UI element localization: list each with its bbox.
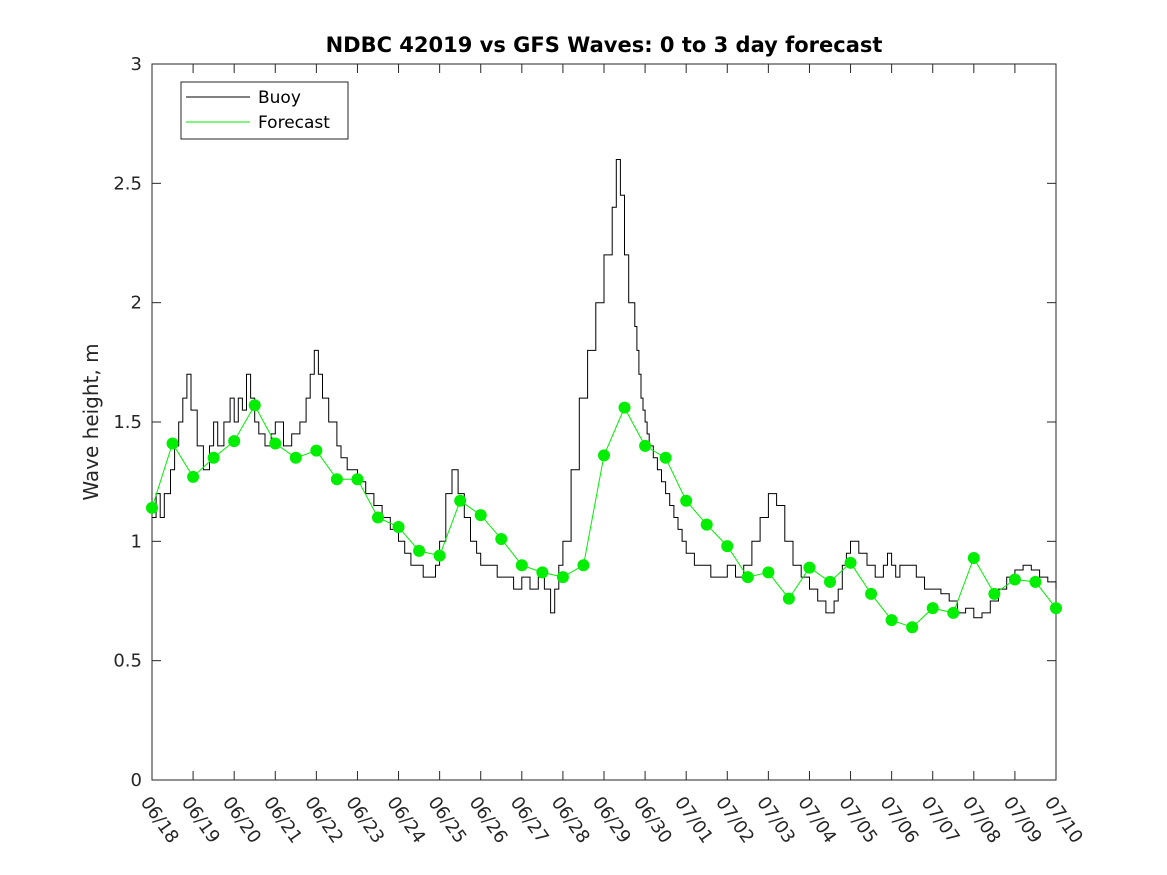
forecast-point-15: [454, 494, 467, 507]
legend-box: [180, 81, 349, 140]
legend: Buoy Forecast: [180, 81, 349, 140]
forecast-point-32: [803, 561, 816, 574]
series-line-buoy: [152, 159, 1057, 619]
forecast-point-18: [515, 559, 528, 572]
y-tick-label-2: 1: [131, 531, 142, 552]
forecast-point-17: [495, 532, 508, 545]
y-axis: 0 0.5 1 1.5 2 2.5 3: [113, 54, 1056, 791]
y-tick-label-1: 0.5: [113, 651, 142, 672]
legend-forecast-label: Forecast: [258, 113, 330, 133]
forecast-point-38: [926, 602, 939, 615]
forecast-point-25: [659, 451, 672, 464]
forecast-point-24: [639, 439, 652, 452]
forecast-point-8: [310, 444, 323, 457]
y-tick-label-5: 2.5: [113, 173, 142, 194]
forecast-point-13: [413, 544, 426, 557]
y-tick-label-3: 1.5: [113, 412, 142, 433]
forecast-point-37: [906, 621, 919, 634]
legend-buoy-label: Buoy: [258, 88, 301, 108]
y-tick-label-0: 0: [131, 770, 142, 791]
forecast-point-5: [248, 399, 261, 412]
forecast-point-39: [947, 606, 960, 619]
forecast-point-7: [289, 451, 302, 464]
forecast-point-33: [824, 575, 836, 588]
forecast-point-16: [474, 509, 487, 522]
forecast-point-29: [741, 571, 754, 584]
plot-area: [151, 63, 1057, 781]
forecast-point-19: [536, 566, 549, 579]
forecast-point-44: [1050, 602, 1062, 615]
y-tick-label-4: 2: [131, 293, 142, 314]
forecast-point-4: [228, 435, 241, 448]
forecast-point-41: [988, 587, 1001, 600]
forecast-point-14: [433, 549, 446, 562]
forecast-point-11: [372, 511, 384, 524]
forecast-point-40: [967, 552, 980, 565]
forecast-point-1: [166, 437, 179, 450]
forecast-point-0: [146, 501, 158, 514]
forecast-point-6: [269, 437, 282, 450]
forecast-point-27: [700, 518, 713, 531]
y-axis-label: Wave height, m: [79, 343, 103, 500]
forecast-point-43: [1029, 575, 1042, 588]
forecast-point-12: [392, 521, 405, 534]
forecast-point-28: [721, 540, 734, 553]
forecast-point-9: [330, 473, 343, 486]
forecast-point-21: [577, 559, 590, 572]
forecast-point-26: [680, 494, 693, 507]
forecast-point-3: [207, 451, 220, 464]
series-layer: [146, 159, 1062, 634]
forecast-point-23: [618, 401, 631, 414]
forecast-point-20: [556, 571, 569, 584]
chart-title: NDBC 42019 vs GFS Waves: 0 to 3 day fore…: [326, 33, 883, 57]
forecast-point-35: [865, 587, 878, 600]
forecast-point-34: [844, 556, 857, 569]
forecast-point-36: [885, 614, 898, 627]
forecast-point-10: [351, 473, 364, 486]
forecast-point-31: [782, 592, 795, 605]
forecast-point-22: [598, 449, 610, 462]
y-tick-label-6: 3: [131, 54, 142, 75]
forecast-point-30: [762, 566, 775, 579]
forecast-point-42: [1008, 573, 1021, 586]
forecast-point-2: [187, 470, 200, 483]
